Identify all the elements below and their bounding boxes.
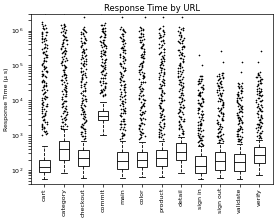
PathPatch shape (195, 156, 206, 173)
PathPatch shape (117, 152, 128, 169)
Y-axis label: Response Time (μ s): Response Time (μ s) (4, 67, 9, 131)
Title: Response Time by URL: Response Time by URL (104, 4, 200, 13)
PathPatch shape (98, 111, 108, 120)
PathPatch shape (156, 150, 167, 166)
PathPatch shape (254, 147, 265, 163)
PathPatch shape (39, 160, 50, 172)
PathPatch shape (176, 143, 186, 160)
PathPatch shape (137, 152, 147, 167)
PathPatch shape (58, 141, 69, 160)
PathPatch shape (234, 154, 245, 171)
PathPatch shape (215, 152, 225, 170)
PathPatch shape (78, 150, 89, 166)
